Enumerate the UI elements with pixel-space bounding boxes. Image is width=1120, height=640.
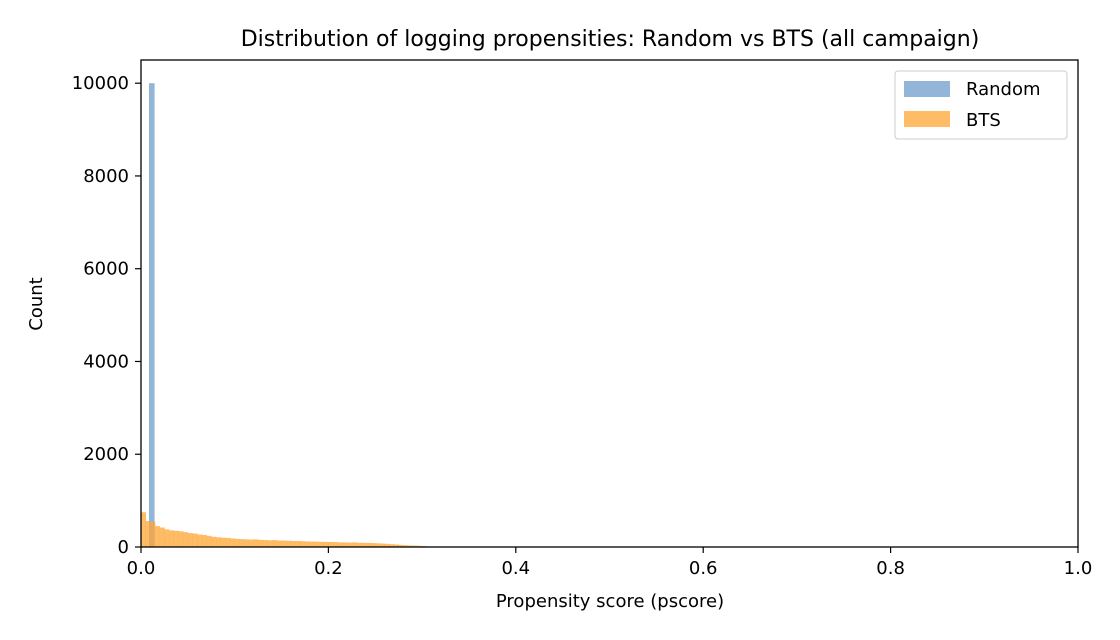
bts-bar <box>351 542 357 547</box>
legend-swatch-bts <box>904 111 950 127</box>
bts-bar <box>187 533 193 547</box>
bts-bar <box>295 540 301 547</box>
bts-bar <box>239 539 245 547</box>
bts-bar <box>267 540 273 547</box>
y-axis-label: Count <box>26 277 47 330</box>
bts-bar <box>408 545 414 547</box>
x-tick-label: 0.6 <box>689 558 718 579</box>
bts-bar <box>342 542 348 547</box>
x-tick-label: 0.0 <box>127 558 156 579</box>
y-tick-label: 8000 <box>83 166 129 187</box>
bts-bar <box>244 539 250 547</box>
bts-bar <box>361 542 367 547</box>
bts-bar <box>150 521 156 547</box>
bts-bar <box>262 540 268 547</box>
bts-bar <box>253 539 259 547</box>
bts-bar <box>337 542 343 547</box>
legend-swatch-random <box>904 81 950 97</box>
bts-bar <box>356 542 362 547</box>
bts-bar <box>178 531 184 547</box>
bts-bar <box>309 541 315 547</box>
y-tick-label: 0 <box>118 537 129 558</box>
bts-bar <box>183 532 189 547</box>
legend: Random BTS <box>894 70 1068 140</box>
bts-bar <box>347 542 353 547</box>
bts-bar <box>169 530 175 547</box>
bts-bar <box>192 533 198 547</box>
x-axis-ticks: 0.0 0.2 0.4 0.6 0.8 1.0 <box>127 547 1093 579</box>
bts-bar <box>328 541 334 547</box>
bts-bar <box>234 538 240 547</box>
bts-bar <box>412 545 418 547</box>
bts-bar <box>145 521 151 547</box>
bts-bar <box>314 541 320 547</box>
y-tick-label: 2000 <box>83 444 129 465</box>
random-series-bars <box>148 83 155 547</box>
bts-bar <box>272 540 278 547</box>
bts-bar <box>281 540 287 547</box>
bts-bar <box>389 544 395 547</box>
bts-bar <box>384 543 390 547</box>
bts-bar <box>333 542 339 547</box>
x-tick-label: 0.2 <box>314 558 343 579</box>
y-tick-label: 6000 <box>83 259 129 280</box>
bts-bar <box>206 535 212 547</box>
bts-bar <box>375 543 381 547</box>
legend-label-bts: BTS <box>966 110 1001 131</box>
bts-bar <box>258 539 264 547</box>
bts-bar <box>398 544 404 547</box>
bts-bar <box>370 543 376 547</box>
bts-bar <box>211 536 217 547</box>
bts-bar <box>164 529 170 547</box>
bts-bar <box>304 541 310 547</box>
bts-bar <box>276 540 282 547</box>
bts-bar <box>290 540 296 547</box>
x-tick-label: 0.4 <box>501 558 530 579</box>
bts-bar <box>201 534 207 547</box>
bts-bar <box>141 512 146 547</box>
bts-bar <box>173 530 179 547</box>
bts-bar <box>197 534 203 547</box>
plot-area-frame <box>140 59 1079 548</box>
bts-bar <box>248 539 254 547</box>
y-tick-label: 4000 <box>83 351 129 372</box>
x-tick-label: 1.0 <box>1064 558 1093 579</box>
bts-bar <box>215 537 221 547</box>
bts-bar <box>286 540 292 547</box>
bts-bar <box>379 543 385 547</box>
bts-bar <box>225 537 231 547</box>
y-tick-label: 10000 <box>72 73 129 94</box>
bts-bar <box>230 538 235 547</box>
legend-label-random: Random <box>966 79 1041 100</box>
x-tick-label: 0.8 <box>876 558 905 579</box>
x-axis-label: Propensity score (pscore) <box>496 591 724 612</box>
bts-bar <box>393 544 399 547</box>
bts-bar <box>159 527 165 547</box>
random-bar <box>148 83 155 547</box>
chart-title: Distribution of logging propensities: Ra… <box>241 27 980 52</box>
bts-bar <box>365 542 371 547</box>
bts-bar <box>319 541 325 547</box>
bts-bar <box>300 541 306 547</box>
bts-bar <box>155 526 161 547</box>
bts-bar <box>323 541 329 547</box>
y-axis-ticks: 0 2000 4000 6000 8000 10000 <box>72 73 141 558</box>
bts-bar <box>403 545 409 547</box>
bts-bar <box>220 537 226 547</box>
